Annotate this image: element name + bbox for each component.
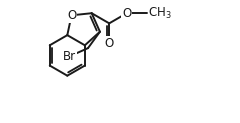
Text: O: O bbox=[67, 9, 76, 22]
Text: CH$_3$: CH$_3$ bbox=[148, 6, 172, 21]
Text: O: O bbox=[105, 37, 114, 50]
Text: O: O bbox=[122, 7, 132, 20]
Text: Br: Br bbox=[63, 50, 76, 63]
